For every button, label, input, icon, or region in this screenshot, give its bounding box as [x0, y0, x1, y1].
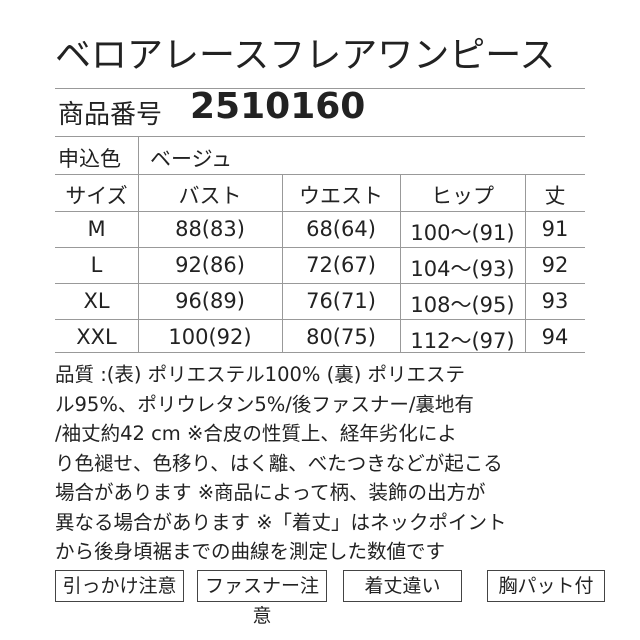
row-divider: [55, 283, 585, 284]
measure-cell: 100〜(91): [410, 221, 515, 245]
measure-cell: 104〜(93): [410, 257, 515, 281]
measure-cell: 88(83): [175, 217, 245, 241]
title: ベロアレースフレアワンピース: [55, 35, 556, 76]
product-number: 2510160: [190, 86, 366, 127]
row-divider: [55, 247, 585, 248]
row-divider: [55, 319, 585, 320]
badge: 胸パット付: [487, 570, 605, 602]
divider: [138, 136, 139, 174]
measure-cell: 72(67): [306, 253, 376, 277]
divider: [55, 174, 585, 175]
note-line: 品質 :(表) ポリエステル100% (裏) ポリエステ: [55, 363, 466, 386]
size-cell: XXL: [76, 325, 117, 349]
column-divider: [525, 174, 526, 352]
note-line: /袖丈約42 cm ※合皮の性質上、経年劣化によ: [55, 422, 457, 445]
measure-cell: 76(71): [306, 289, 376, 313]
note-line: 場合があります ※商品によって柄、装飾の出方が: [55, 481, 486, 504]
measure-cell: 68(64): [306, 217, 376, 241]
column-header: ヒップ: [431, 184, 494, 208]
badge: 着丈違い: [343, 570, 462, 602]
column-header: 丈: [544, 184, 566, 208]
measure-cell: 94: [541, 325, 569, 349]
note-line: ル95%、ポリウレタン5%/後ファスナー/裏地有: [55, 392, 474, 416]
measure-cell: 80(75): [306, 325, 376, 349]
product-number-label: 商品番号: [58, 100, 163, 130]
column-divider: [282, 174, 283, 352]
divider: [55, 136, 585, 137]
column-header: サイズ: [65, 184, 128, 208]
note-line: 異なる場合があります ※「着丈」はネックポイント: [55, 510, 507, 534]
measure-cell: 96(89): [175, 289, 245, 313]
note-line: から後身頃裾までの曲線を測定した数値です: [55, 540, 446, 563]
measure-cell: 108〜(95): [410, 293, 515, 317]
divider: [55, 88, 585, 89]
column-header: バスト: [178, 184, 242, 208]
color-label: 申込色: [58, 147, 121, 171]
size-cell: M: [87, 217, 106, 241]
column-divider: [138, 174, 139, 352]
row-divider: [55, 352, 585, 353]
note-line: り色褪せ、色移り、はく離、べたつきなどが起こる: [55, 451, 503, 475]
measure-cell: 93: [541, 289, 569, 313]
badge: ファスナー注意: [197, 570, 327, 627]
measure-cell: 92: [541, 253, 569, 277]
row-divider: [55, 211, 585, 212]
column-header: ウエスト: [299, 184, 383, 208]
column-divider: [400, 174, 401, 352]
badge: 引っかけ注意: [55, 570, 184, 602]
measure-cell: 100(92): [168, 325, 252, 349]
size-cell: L: [90, 253, 103, 277]
measure-cell: 92(86): [175, 253, 245, 277]
measure-cell: 112〜(97): [410, 329, 515, 353]
measure-cell: 91: [541, 217, 569, 241]
size-cell: XL: [83, 289, 110, 313]
color-value: ベージュ: [150, 147, 233, 171]
